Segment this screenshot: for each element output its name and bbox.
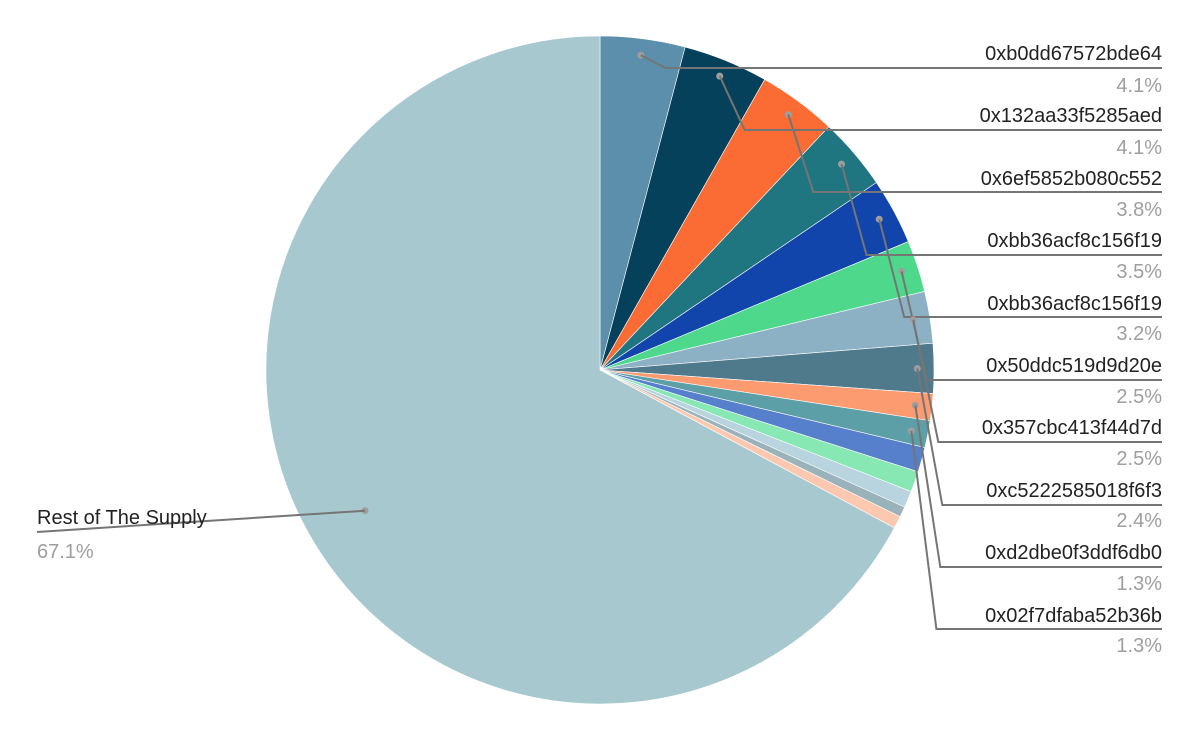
leader-line bbox=[840, 163, 1162, 256]
slice-label-name: Rest of The Supply bbox=[37, 507, 207, 529]
slice-label-percent: 1.3% bbox=[1116, 573, 1162, 595]
slice-label-percent: 67.1% bbox=[37, 541, 94, 563]
leader-line bbox=[914, 405, 1162, 568]
slice-label-name: 0xbb36acf8c156f19 bbox=[987, 293, 1162, 315]
leader-lines bbox=[36, 51, 1162, 630]
slice-label-name: 0x132aa33f5285aed bbox=[980, 105, 1162, 127]
slice-label-name: 0x357cbc413f44d7d bbox=[982, 417, 1162, 439]
slice-label-name: 0x02f7dfaba52b36b bbox=[985, 605, 1162, 627]
slice-label-name: 0xb0dd67572bde64 bbox=[985, 43, 1162, 65]
slice-label-percent: 4.1% bbox=[1116, 75, 1162, 97]
slice-label-percent: 2.5% bbox=[1116, 448, 1162, 470]
leader-line bbox=[912, 319, 1162, 443]
leader-line bbox=[787, 114, 1162, 193]
leader-line bbox=[640, 54, 1162, 69]
pie-slices bbox=[265, 35, 935, 705]
leader-line bbox=[910, 430, 1162, 630]
slice-label-percent: 3.2% bbox=[1116, 323, 1162, 345]
pie-slice-16 bbox=[265, 35, 895, 705]
leader-line bbox=[718, 75, 1162, 131]
slice-label-percent: 2.5% bbox=[1116, 386, 1162, 408]
leader-line bbox=[36, 509, 366, 533]
slice-label-name: 0xc5222585018f6f3 bbox=[986, 480, 1162, 502]
slice-label-percent: 4.1% bbox=[1116, 137, 1162, 159]
slice-labels: 0xb0dd67572bde64 4.1% 0x132aa33f5285aed 4.1… bbox=[37, 43, 1162, 657]
leader-line bbox=[916, 368, 1162, 506]
slice-label-name: 0x6ef5852b080c552 bbox=[981, 168, 1162, 190]
leader-line bbox=[878, 218, 1162, 318]
slice-label-percent: 1.3% bbox=[1116, 635, 1162, 657]
slice-label-name: 0x50ddc519d9d20e bbox=[986, 355, 1162, 377]
slice-label-name: 0xd2dbe0f3ddf6db0 bbox=[985, 542, 1162, 564]
slice-label-percent: 3.8% bbox=[1116, 199, 1162, 221]
slice-label-percent: 2.4% bbox=[1116, 510, 1162, 532]
slice-label-percent: 3.5% bbox=[1116, 261, 1162, 283]
slice-label-name: 0xbb36acf8c156f19 bbox=[987, 230, 1162, 252]
